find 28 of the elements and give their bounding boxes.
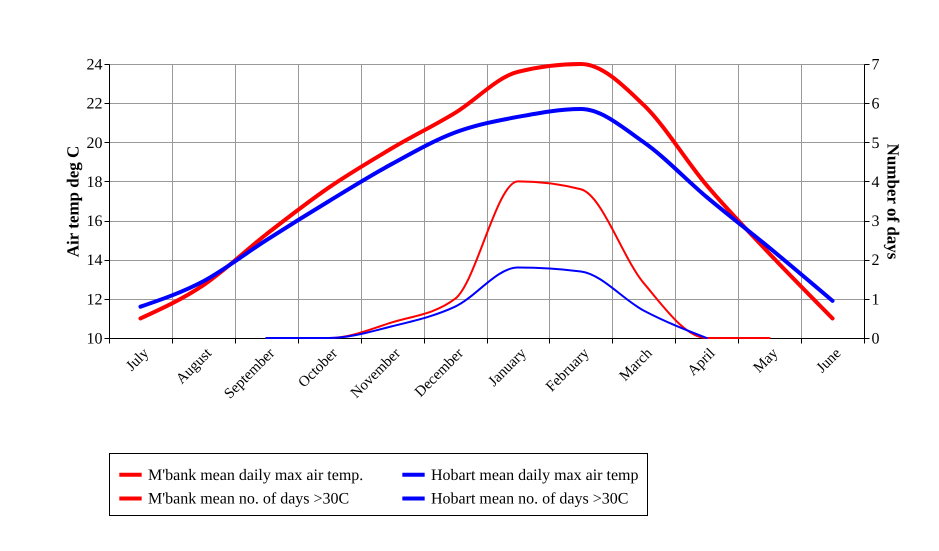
- y2-tick-label: 7: [872, 56, 880, 74]
- y-tick-label: 22: [86, 96, 102, 113]
- y-tick-label: 20: [86, 134, 102, 152]
- legend-label: M'bank mean daily max air temp.: [148, 466, 364, 484]
- x-tick-label: June: [814, 345, 845, 376]
- line-series: [265, 266, 708, 339]
- y2-tick-label: 4: [872, 174, 880, 191]
- y2-tick-label: 5: [872, 134, 880, 152]
- y-tick-label: 16: [86, 213, 102, 230]
- x-tick-label: May: [750, 345, 782, 376]
- legend-label: M'bank mean no. of days >30C: [148, 490, 350, 508]
- legend-label: Hobart mean daily max air temp: [431, 466, 638, 484]
- line-series: [138, 107, 835, 309]
- y2-tick-label: 2: [872, 252, 880, 270]
- y-tick-label: 14: [86, 252, 102, 270]
- y2-tick-label: 3: [872, 213, 880, 230]
- x-tick-label: July: [123, 345, 153, 374]
- y-tick-label: 10: [86, 330, 102, 348]
- y2-tick-label: 6: [872, 96, 880, 113]
- y-tick-label: 18: [86, 174, 102, 191]
- y2-axis-title: Number of days: [884, 144, 902, 260]
- legend-label: Hobart mean no. of days >30C: [431, 490, 628, 508]
- y2-tick-label: 0: [872, 330, 880, 348]
- y-axis-title: Air temp deg C: [64, 146, 82, 258]
- y-tick-label: 12: [86, 291, 102, 308]
- y2-tick-label: 1: [872, 291, 880, 308]
- y-tick-label: 24: [86, 56, 102, 74]
- line-series: [138, 62, 835, 320]
